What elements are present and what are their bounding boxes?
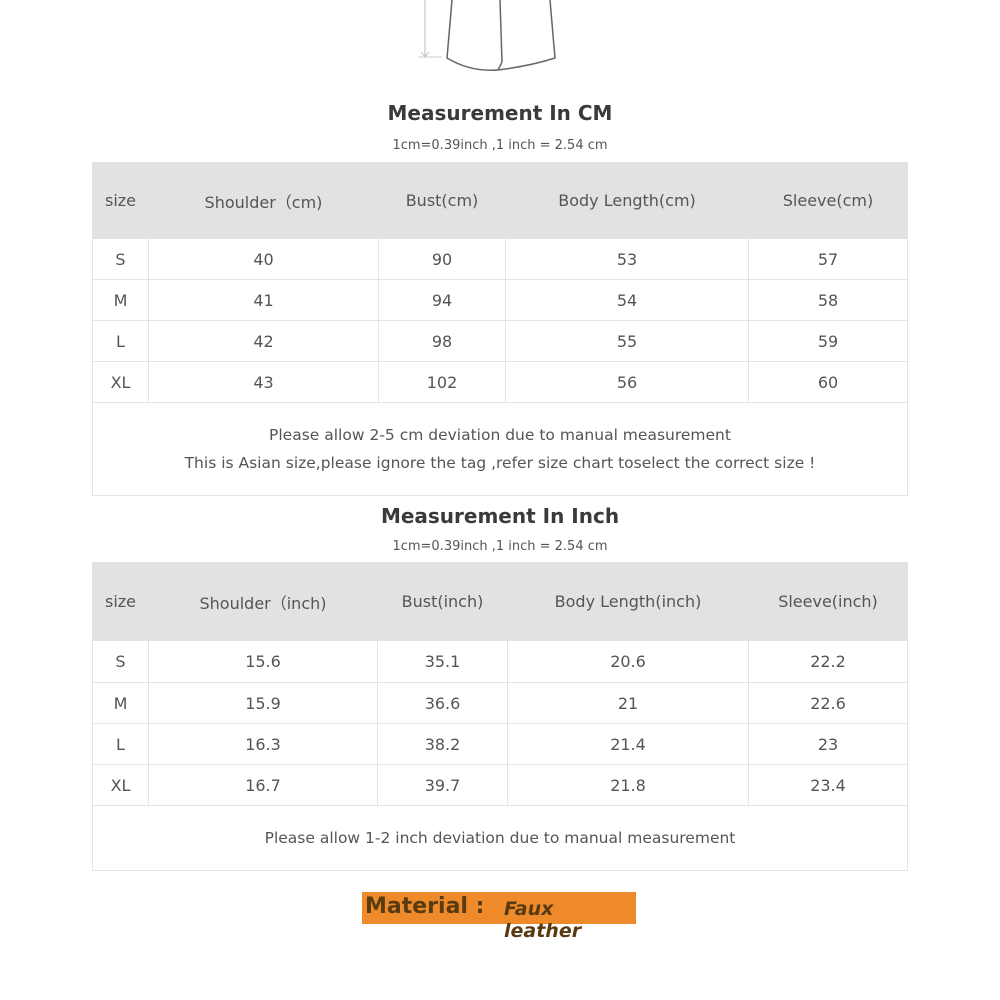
header-cell: Shoulder（inch)	[148, 562, 378, 641]
header-cell: size	[92, 562, 149, 641]
table-cell: 98	[378, 320, 506, 362]
table-cell: 42	[148, 320, 379, 362]
table-cell: 35.1	[377, 640, 508, 683]
table-cell: 15.9	[148, 682, 378, 724]
table-cell: 102	[378, 361, 506, 403]
garment-sketch	[418, 0, 556, 71]
table-cell: M	[92, 682, 149, 724]
table-cell: 15.6	[148, 640, 378, 683]
header-cell: Body Length(cm)	[505, 162, 749, 239]
table-cell: 56	[505, 361, 749, 403]
table-cell: 53	[505, 238, 749, 280]
table-cell: 43	[148, 361, 379, 403]
header-cell: Sleeve(cm)	[748, 162, 908, 239]
inch-section-subtitle: 1cm=0.39inch ,1 inch = 2.54 cm	[392, 539, 608, 554]
table-cell: 54	[505, 279, 749, 321]
table-cell: 22.6	[748, 682, 908, 724]
table-row: L 16.3 38.2 21.4 23	[92, 723, 908, 765]
material-value: Faux leather	[504, 898, 582, 942]
table-row: M 41 94 54 58	[92, 279, 908, 321]
header-cell: Bust(cm)	[378, 162, 506, 239]
table-row: XL 43 102 56 60	[92, 361, 908, 403]
table-row: S 40 90 53 57	[92, 238, 908, 280]
inch-section-title: Measurement In Inch	[380, 504, 620, 528]
table-cell: 21.8	[507, 764, 749, 806]
table-cell: 55	[505, 320, 749, 362]
cm-size-table: size Shoulder（cm) Bust(cm) Body Length(c…	[92, 162, 908, 496]
table-cell: 38.2	[377, 723, 508, 765]
cm-section-title: Measurement In CM	[387, 101, 613, 125]
deviation-note: Please allow 2-5 cm deviation due to man…	[269, 426, 731, 444]
table-note: Please allow 2-5 cm deviation due to man…	[92, 402, 908, 496]
table-cell: 90	[378, 238, 506, 280]
table-cell: 41	[148, 279, 379, 321]
table-cell: M	[92, 279, 149, 321]
table-header-row: size Shoulder（cm) Bust(cm) Body Length(c…	[92, 162, 908, 239]
table-cell: XL	[92, 361, 149, 403]
table-cell: 40	[148, 238, 379, 280]
table-row: L 42 98 55 59	[92, 320, 908, 362]
table-header-row: size Shoulder（inch) Bust(inch) Body Leng…	[92, 562, 908, 641]
table-cell: 20.6	[507, 640, 749, 683]
table-row: XL 16.7 39.7 21.8 23.4	[92, 764, 908, 806]
table-cell: XL	[92, 764, 149, 806]
table-cell: 22.2	[748, 640, 908, 683]
deviation-note: Please allow 1-2 inch deviation due to m…	[92, 805, 908, 871]
table-cell: 59	[748, 320, 908, 362]
table-cell: L	[92, 320, 149, 362]
header-cell: Body Length(inch)	[507, 562, 749, 641]
table-cell: 94	[378, 279, 506, 321]
table-cell: 39.7	[377, 764, 508, 806]
cm-section-subtitle: 1cm=0.39inch ,1 inch = 2.54 cm	[392, 138, 608, 153]
header-cell: Sleeve(inch)	[748, 562, 908, 641]
header-cell: Bust(inch)	[377, 562, 508, 641]
table-note-row: Please allow 2-5 cm deviation due to man…	[92, 402, 908, 496]
table-cell: 16.3	[148, 723, 378, 765]
asian-size-note: This is Asian size,please ignore the tag…	[184, 454, 816, 472]
table-cell: 36.6	[377, 682, 508, 724]
material-banner: Material : Faux leather	[362, 892, 636, 942]
table-cell: 57	[748, 238, 908, 280]
material-label: Material :	[365, 894, 485, 919]
table-cell: 23.4	[748, 764, 908, 806]
table-cell: L	[92, 723, 149, 765]
table-cell: 21.4	[507, 723, 749, 765]
table-cell: 21	[507, 682, 749, 724]
table-cell: 16.7	[148, 764, 378, 806]
table-note-row: Please allow 1-2 inch deviation due to m…	[92, 805, 908, 871]
header-cell: Shoulder（cm)	[148, 162, 379, 239]
table-row: M 15.9 36.6 21 22.6	[92, 682, 908, 724]
table-cell: 23	[748, 723, 908, 765]
table-row: S 15.6 35.1 20.6 22.2	[92, 640, 908, 683]
table-cell: S	[92, 640, 149, 683]
inch-size-table: size Shoulder（inch) Bust(inch) Body Leng…	[92, 562, 908, 871]
header-cell: size	[92, 162, 149, 239]
table-cell: 60	[748, 361, 908, 403]
table-cell: 58	[748, 279, 908, 321]
table-cell: S	[92, 238, 149, 280]
